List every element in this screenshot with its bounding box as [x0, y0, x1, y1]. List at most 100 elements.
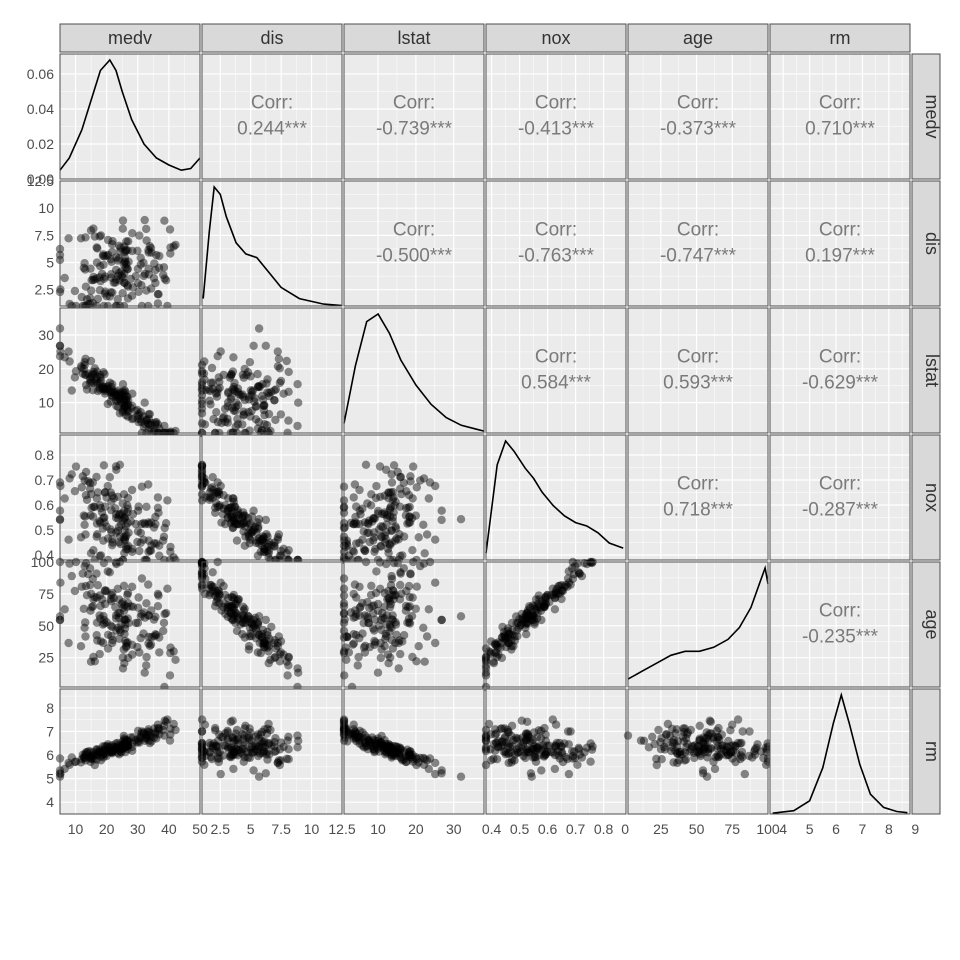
x-tick-label: 10	[68, 821, 84, 837]
y-tick-label: 10	[38, 395, 54, 411]
x-tick-label: 0.4	[482, 821, 502, 837]
corr-label: Corr:	[393, 93, 435, 114]
panel-nox-lstat	[340, 435, 484, 564]
pairs-plot: medvdislstatnoxagermmedvdislstatnoxagerm…	[0, 0, 960, 960]
y-tick-label: 30	[38, 327, 54, 343]
y-tick-label: 10	[38, 200, 54, 216]
col-strip-label: lstat	[397, 28, 430, 48]
corr-value: 0.718***	[663, 500, 733, 521]
x-tick-label: 12.5	[328, 821, 355, 837]
panel-nox-medv	[56, 435, 200, 564]
x-tick-label: 10	[304, 821, 320, 837]
x-tick-label: 0.5	[510, 821, 530, 837]
x-tick-label: 5	[806, 821, 814, 837]
y-tick-label: 7.5	[35, 227, 55, 243]
panel-medv-nox: Corr: -0.413***	[486, 54, 626, 179]
y-tick-label: 12.5	[27, 173, 54, 189]
panel-nox-age: Corr: 0.718***	[628, 435, 768, 560]
panel-rm-dis	[198, 689, 342, 814]
col-strip-label: nox	[541, 28, 570, 48]
corr-value: -0.413***	[518, 119, 595, 140]
corr-value: -0.763***	[518, 246, 595, 267]
corr-value: -0.373***	[660, 119, 737, 140]
x-tick-label: 8	[885, 821, 893, 837]
panel-lstat-nox: Corr:0.584***	[486, 308, 626, 433]
panel-nox-nox	[486, 435, 626, 560]
col-strip-label: age	[683, 28, 713, 48]
row-strip-label: nox	[922, 483, 942, 512]
corr-label: Corr:	[819, 601, 861, 622]
panel-age-nox	[482, 558, 626, 691]
x-tick-label: 9	[911, 821, 919, 837]
x-tick-label: 30	[130, 821, 146, 837]
x-tick-label: 50	[192, 821, 208, 837]
corr-label: Corr:	[251, 93, 293, 114]
panel-dis-rm: Corr:0.197***	[770, 181, 910, 306]
panel-lstat-rm: Corr: -0.629***	[770, 308, 910, 433]
x-tick-label: 75	[724, 821, 740, 837]
corr-value: 0.197***	[805, 246, 875, 267]
panel-age-dis	[198, 558, 342, 691]
panel-age-lstat	[340, 558, 484, 691]
y-tick-label: 0.6	[35, 497, 55, 513]
corr-value: -0.629***	[802, 373, 879, 394]
x-tick-label: 20	[408, 821, 424, 837]
y-tick-label: 2.5	[35, 282, 55, 298]
x-tick-label: 0	[621, 821, 629, 837]
panel-nox-dis	[198, 435, 342, 564]
panel-lstat-age: Corr:0.593***	[628, 308, 768, 433]
corr-label: Corr:	[677, 474, 719, 495]
corr-value: -0.739***	[376, 119, 453, 140]
x-tick-label: 6	[832, 821, 840, 837]
panel-medv-medv	[60, 54, 200, 179]
corr-label: Corr:	[819, 347, 861, 368]
x-tick-label: 30	[446, 821, 462, 837]
panel-dis-age: Corr:-0.747***	[628, 181, 768, 306]
x-tick-label: 2.5	[211, 821, 231, 837]
x-tick-label: 4	[779, 821, 787, 837]
col-strip-label: rm	[830, 28, 851, 48]
x-tick-label: 0.6	[538, 821, 558, 837]
corr-value: -0.235***	[802, 627, 879, 648]
y-tick-label: 6	[46, 747, 54, 763]
x-tick-label: 25	[653, 821, 669, 837]
panel-dis-nox: Corr:-0.763***	[486, 181, 626, 306]
y-tick-label: 0.8	[35, 447, 55, 463]
corr-value: -0.747***	[660, 246, 737, 267]
x-tick-label: 10	[370, 821, 386, 837]
corr-value: -0.287***	[802, 500, 879, 521]
y-tick-label: 50	[38, 618, 54, 634]
x-tick-label: 40	[161, 821, 177, 837]
x-tick-label: 7.5	[271, 821, 291, 837]
y-tick-label: 75	[38, 586, 54, 602]
row-strip-label: lstat	[922, 354, 942, 387]
row-strip-label: medv	[922, 94, 942, 138]
panel-dis-medv	[56, 181, 200, 310]
corr-label: Corr:	[819, 474, 861, 495]
y-tick-label: 20	[38, 361, 54, 377]
panel-lstat-lstat	[344, 308, 484, 433]
panel-medv-dis: Corr: 0.244***	[202, 54, 342, 179]
panel-lstat-dis	[198, 308, 342, 437]
y-tick-label: 5	[46, 255, 54, 271]
panel-rm-medv	[56, 689, 200, 814]
corr-label: Corr:	[677, 93, 719, 114]
panel-rm-nox	[482, 689, 626, 814]
corr-value: 0.244***	[237, 119, 307, 140]
corr-label: Corr:	[535, 347, 577, 368]
panel-rm-rm	[770, 689, 910, 814]
corr-label: Corr:	[819, 93, 861, 114]
x-tick-label: 0.8	[594, 821, 614, 837]
y-tick-label: 0.5	[35, 522, 55, 538]
corr-label: Corr:	[535, 93, 577, 114]
panel-dis-dis	[202, 181, 342, 306]
panel-age-medv	[56, 558, 200, 691]
y-tick-label: 8	[46, 700, 54, 716]
y-tick-label: 0.04	[27, 101, 54, 117]
y-tick-label: 4	[46, 794, 54, 810]
panel-age-age	[628, 562, 768, 687]
y-tick-label: 0.02	[27, 136, 54, 152]
x-tick-label: 5	[247, 821, 255, 837]
corr-label: Corr:	[393, 220, 435, 241]
col-strip-label: medv	[108, 28, 152, 48]
